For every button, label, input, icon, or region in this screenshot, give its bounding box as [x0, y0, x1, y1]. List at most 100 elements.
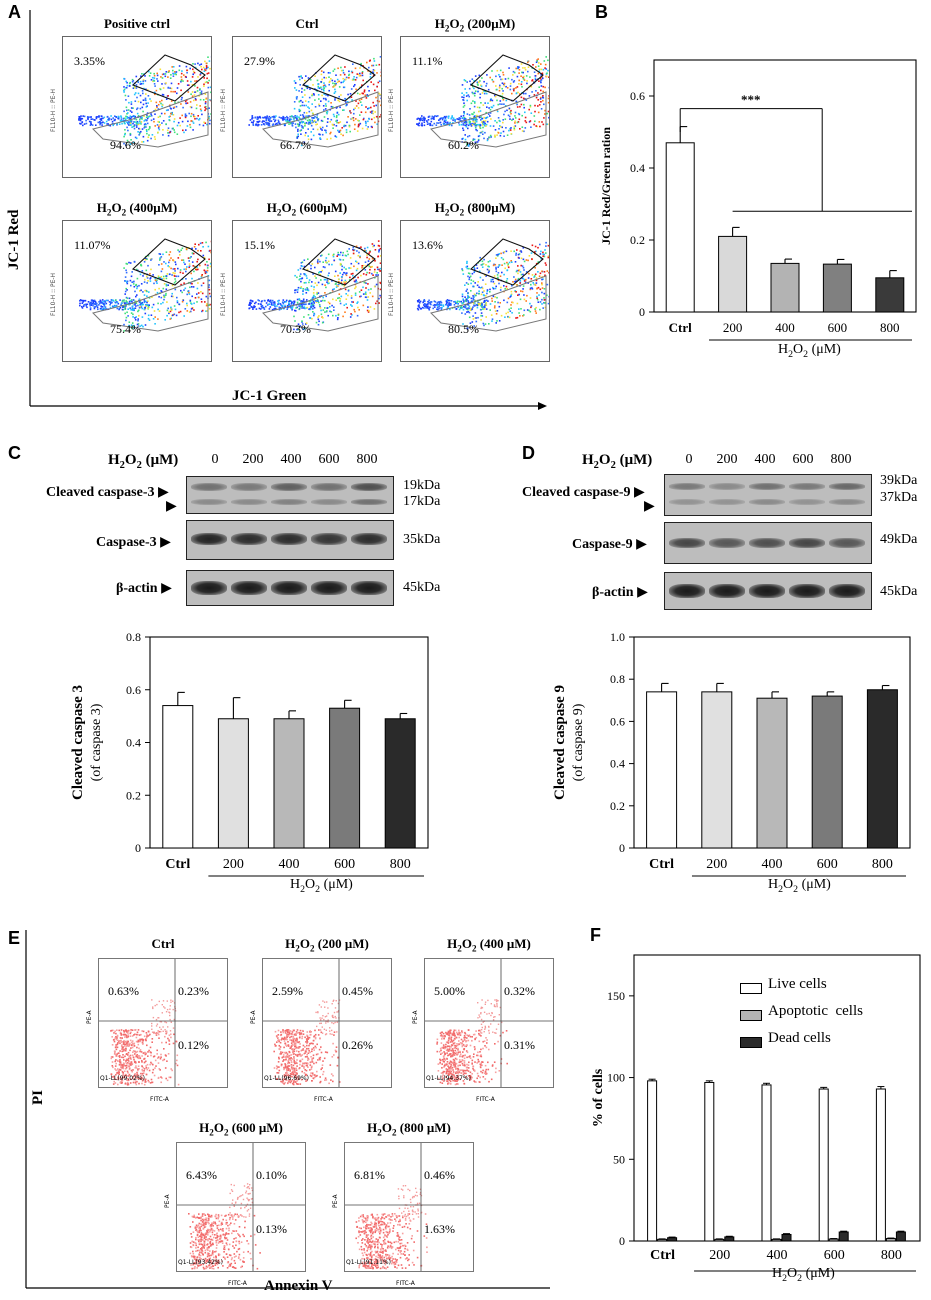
panel-d-kda-49: 49kDa	[880, 532, 918, 547]
panel-b-letter: B	[595, 2, 608, 22]
blot-band	[669, 483, 705, 490]
bar	[718, 235, 748, 313]
y-tick-label: 0.6	[610, 714, 625, 728]
bar-dead-cells	[895, 1231, 906, 1242]
blot-band	[789, 483, 825, 490]
blot-band	[789, 584, 825, 598]
panel-a-lower-pct: 60.2%	[448, 138, 479, 152]
x-tick-label: 800	[390, 857, 411, 872]
panel-c-kda-35: 35kDa	[403, 532, 441, 547]
panel-e-q-ll: Q1-LL(99.02%)	[100, 1075, 145, 1082]
y-tick-label: 150	[607, 989, 625, 1003]
y-axis-label-secondary: (of caspase 9)	[571, 703, 586, 781]
panel-a-plot-title: H2O2 (400μM)	[96, 200, 178, 218]
lane-label: 400	[754, 452, 776, 467]
panel-d-header: H2O2 (μM)	[582, 452, 653, 471]
y-tick-label: 0.4	[610, 757, 625, 771]
panel-e-flow-svg	[177, 1143, 305, 1271]
panel-e-xlabel: Annexin V	[264, 1278, 333, 1294]
panel-a-axis-label: FL10-H :: PE-H	[50, 272, 57, 316]
bar-live-cells	[875, 1088, 886, 1242]
panel-a-axis-label: FL10-H :: PE-H	[220, 88, 227, 132]
panel-e-q-ur: 0.45%	[342, 984, 373, 998]
x-tick-label: 400	[775, 320, 795, 335]
lane-label: 800	[356, 452, 378, 467]
panel-a-flow-plot	[232, 36, 382, 178]
panel-e-axis-x: FITC-A	[314, 1096, 333, 1103]
y-axis-label-secondary: (of caspase 3)	[89, 703, 104, 781]
panel-d-blot-actin	[664, 572, 872, 610]
y-tick-label: 1.0	[610, 630, 625, 644]
blot-band	[829, 584, 865, 598]
panel-d-arrow2: ▶	[644, 499, 655, 514]
panel-d-blot-caspase9	[664, 522, 872, 564]
blot-band	[231, 483, 267, 491]
blot-band	[829, 538, 865, 548]
lane-label: 800	[830, 452, 852, 467]
panel-a-upper-pct: 11.07%	[74, 238, 111, 252]
panel-b-treatment-label: H2O2 (μM)	[778, 342, 841, 360]
panel-a-flow-plot	[232, 220, 382, 362]
blot-band	[351, 533, 387, 545]
x-tick-label: Ctrl	[669, 320, 692, 335]
panel-d-row1-label: Cleaved caspase-9 ▶	[522, 485, 645, 500]
panel-d-letter: D	[522, 443, 535, 463]
panel-e-q-lr: 0.12%	[178, 1038, 209, 1052]
panel-a-xlabel: JC-1 Green	[232, 388, 307, 404]
panel-e-q-lr: 0.26%	[342, 1038, 373, 1052]
panel-a-axis-label: FL10-H :: PE-H	[220, 272, 227, 316]
panel-e-q-ul: 6.81%	[354, 1168, 385, 1182]
x-tick-label: Ctrl	[649, 857, 674, 872]
blot-band	[271, 533, 307, 545]
blot-band	[231, 499, 267, 505]
bar-live-cells	[761, 1084, 772, 1242]
panel-a-lower-pct: 66.7%	[280, 138, 311, 152]
blot-band	[669, 584, 705, 598]
lane-label: 600	[792, 452, 814, 467]
panel-a-lower-pct: 70.3%	[280, 322, 311, 336]
blot-band	[191, 483, 227, 491]
panel-d-row3-label: β-actin ▶	[592, 585, 648, 600]
panel-a-plot-title: H2O2 (200μM)	[434, 16, 516, 34]
bar	[770, 262, 800, 313]
panel-c-chart: 0 0.2 0.4 0.6 0.8 Ctrl 200 400 600 800 Cleaved cas…	[70, 630, 429, 877]
panel-e-letter: E	[8, 928, 21, 948]
bar-apoptotic-cells	[885, 1238, 896, 1242]
y-axis-label: JC-1 Red/Green ration	[599, 127, 613, 245]
panel-e-flow-plot	[176, 1142, 306, 1272]
blot-band	[749, 538, 785, 548]
legend-label: Dead cells	[768, 1030, 831, 1046]
panel-a-flow-svg	[78, 54, 211, 148]
blot-band	[709, 538, 745, 548]
panel-a-flow-svg	[79, 238, 211, 332]
bar-live-cells	[704, 1081, 715, 1242]
blot-band	[311, 483, 347, 491]
panel-e-axes	[25, 930, 550, 1289]
blot-band	[829, 499, 865, 505]
legend-label: Apoptotic cells	[768, 1003, 863, 1019]
legend-swatch	[740, 983, 762, 994]
panel-e-q-ul: 5.00%	[434, 984, 465, 998]
panel-b-chart: 0 0.2 0.4 0.6 Ctrl 200 400 600 800 JC-1 Red/Green…	[599, 59, 917, 341]
lane-label: 0	[685, 452, 693, 467]
y-tick-label: 0	[619, 841, 625, 855]
panel-e-q-ul: 0.63%	[108, 984, 139, 998]
panel-d-kda-37: 37kDa	[880, 490, 918, 505]
panel-e-flow-plot	[424, 958, 554, 1088]
y-tick-label: 0.2	[126, 788, 141, 802]
panel-e-q-ll: Q1-LL(93.42%)	[178, 1259, 223, 1266]
bar	[875, 277, 905, 313]
panel-d-treatment-label: H2O2 (μM)	[768, 877, 831, 895]
blot-band	[231, 581, 267, 595]
y-axis-label: Cleaved caspase 9	[552, 685, 568, 800]
panel-c-letter: C	[8, 443, 21, 463]
panel-e-axis-y: PE-A	[332, 1194, 339, 1208]
panel-d-kda-39: 39kDa	[880, 473, 918, 488]
blot-band	[709, 584, 745, 598]
bar	[329, 707, 361, 849]
panel-c-kda-45: 45kDa	[403, 580, 441, 595]
panel-a-flow-svg	[416, 54, 549, 148]
panel-c-blot-actin	[186, 570, 394, 606]
blot-band	[271, 483, 307, 491]
panel-e-plot-title: H2O2 (800 μM)	[367, 1120, 451, 1138]
